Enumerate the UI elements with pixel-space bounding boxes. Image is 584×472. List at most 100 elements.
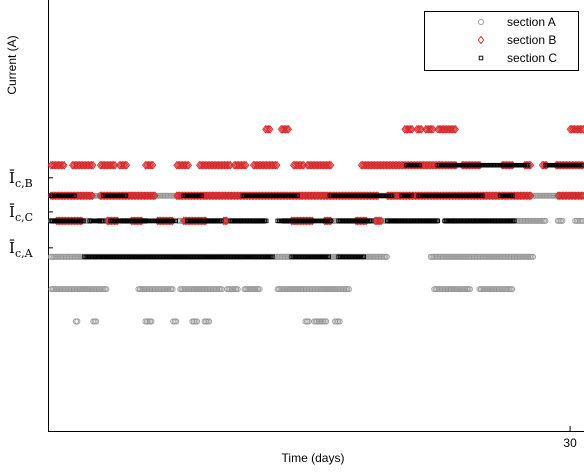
data-point <box>424 160 432 170</box>
data-point <box>575 191 582 201</box>
data-point <box>480 193 485 198</box>
data-point <box>578 191 584 201</box>
data-point <box>60 160 68 170</box>
data-point <box>368 160 375 170</box>
data-point <box>80 191 87 201</box>
data-point <box>96 160 104 170</box>
y-level-label-sub: c,B <box>15 177 33 190</box>
data-point <box>577 124 584 134</box>
data-point <box>265 124 272 134</box>
legend-marker <box>477 18 485 26</box>
data-point <box>366 160 374 170</box>
data-point <box>523 191 530 201</box>
data-point <box>221 160 228 170</box>
data-point <box>235 160 243 170</box>
data-point <box>232 160 240 170</box>
data-point <box>146 160 154 170</box>
data-point <box>47 160 55 170</box>
data-point <box>218 160 225 170</box>
data-point <box>374 160 381 170</box>
data-point <box>359 160 367 170</box>
data-point <box>573 191 581 201</box>
data-point <box>381 160 389 170</box>
data-point <box>575 124 583 134</box>
data-point <box>561 191 569 201</box>
data-point <box>422 160 430 170</box>
data-point <box>312 191 320 201</box>
data-point <box>118 160 126 170</box>
data-point <box>256 286 263 293</box>
data-point <box>174 160 182 170</box>
data-point <box>260 160 268 170</box>
data-point <box>224 160 231 170</box>
data-point <box>71 160 79 170</box>
data-point <box>518 191 526 201</box>
data-point <box>99 160 107 170</box>
data-point <box>559 217 566 224</box>
data-point <box>566 124 574 134</box>
data-point <box>408 124 416 134</box>
data-point <box>391 160 399 170</box>
data-point <box>183 160 191 170</box>
data-point <box>222 160 230 170</box>
data-point <box>423 124 431 134</box>
data-point <box>123 193 129 198</box>
data-point <box>512 218 517 224</box>
data-point <box>232 191 240 201</box>
data-point <box>264 160 272 170</box>
data-point <box>377 160 384 170</box>
data-point <box>361 254 367 260</box>
data-point <box>524 191 532 201</box>
data-point <box>383 160 390 170</box>
data-point <box>89 191 96 201</box>
data-point <box>520 191 527 201</box>
data-point <box>384 160 392 170</box>
data-point <box>142 191 150 201</box>
data-point <box>290 160 297 170</box>
data-point <box>223 191 231 201</box>
data-point <box>299 191 306 201</box>
data-point <box>443 124 451 134</box>
data-point <box>226 191 234 201</box>
data-point <box>59 160 67 170</box>
data-point <box>78 191 86 201</box>
data-point <box>305 160 313 170</box>
data-point <box>525 162 531 168</box>
data-point <box>225 160 233 170</box>
data-point <box>324 160 332 170</box>
data-point <box>110 160 117 170</box>
data-point <box>258 160 266 170</box>
data-point <box>309 191 317 201</box>
data-point <box>556 191 563 201</box>
data-point <box>261 160 269 170</box>
data-point <box>374 216 382 226</box>
data-point <box>212 160 220 170</box>
data-point <box>309 160 317 170</box>
data-point <box>254 160 262 170</box>
data-point <box>446 124 454 134</box>
data-point <box>206 160 214 170</box>
data-point <box>580 162 584 168</box>
data-point <box>427 160 435 170</box>
data-point <box>375 160 383 170</box>
data-point <box>327 160 335 170</box>
data-point <box>376 216 383 226</box>
data-point <box>234 286 241 293</box>
data-point <box>205 191 213 201</box>
data-point <box>219 160 227 170</box>
data-point <box>150 191 157 201</box>
data-point <box>238 160 245 170</box>
data-point <box>213 160 221 170</box>
data-point <box>151 191 159 201</box>
data-point <box>297 160 305 170</box>
data-point <box>362 160 370 170</box>
data-point <box>53 160 61 170</box>
data-point <box>149 160 157 170</box>
data-point <box>357 160 365 170</box>
data-point <box>413 124 421 134</box>
y-level-label-sub: c,A <box>15 247 34 260</box>
data-point <box>50 160 58 170</box>
data-point <box>527 191 535 201</box>
data-point <box>405 124 413 134</box>
data-point <box>438 124 446 134</box>
